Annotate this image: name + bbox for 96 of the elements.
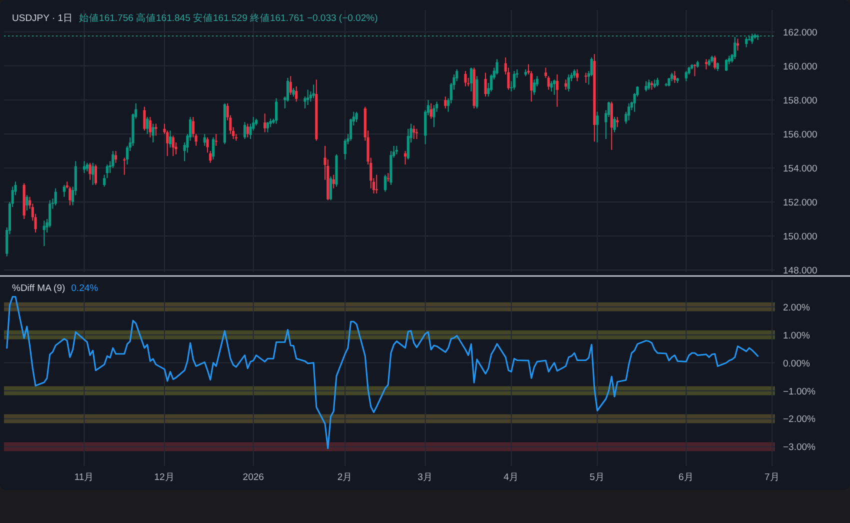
y-tick-label: 1.00% <box>783 330 810 342</box>
x-tick-label: 4月 <box>504 472 519 483</box>
x-tick-label: 11月 <box>74 472 94 483</box>
y-tick-label: −2.00% <box>783 414 816 426</box>
candlestick <box>484 72 487 98</box>
candlestick <box>714 55 716 70</box>
chart-title: USDJPY · 1日 <box>12 13 74 24</box>
candlestick <box>192 116 194 138</box>
candlestick <box>214 133 218 146</box>
y-tick-label: 158.000 <box>783 95 818 106</box>
x-tick-label: 5月 <box>590 472 605 483</box>
y-tick-label: 156.000 <box>783 129 818 140</box>
candlestick <box>412 124 416 140</box>
candlestick <box>306 89 310 106</box>
candlestick <box>375 174 378 194</box>
candlestick <box>628 102 630 121</box>
candlestick <box>82 160 86 174</box>
candlestick <box>266 122 269 133</box>
candlestick <box>693 64 696 77</box>
candlestick <box>684 70 688 82</box>
candlestick <box>613 116 616 133</box>
candlestick <box>724 58 728 72</box>
candlestick <box>415 128 418 140</box>
candlestick <box>704 58 708 70</box>
candlestick <box>154 123 158 136</box>
candlestick <box>532 79 536 96</box>
y-tick-label: 2.00% <box>783 302 810 314</box>
y-tick-label: 0.00% <box>783 358 810 370</box>
chart-subtitle: 始値161.756 高値161.845 安値161.529 終値161.761 −0.033 (−0.02%) <box>79 12 378 24</box>
y-tick-label: 152.000 <box>783 197 818 208</box>
candlestick <box>553 79 556 96</box>
candlestick <box>470 67 472 92</box>
candlestick <box>42 220 46 247</box>
candlestick <box>312 84 315 99</box>
candlestick <box>62 184 66 198</box>
candlestick <box>404 150 407 166</box>
y-tick-label: 162.000 <box>783 27 818 38</box>
candlestick <box>430 102 432 120</box>
candlestick <box>432 104 436 128</box>
candlestick <box>264 113 266 133</box>
candlestick <box>146 116 149 134</box>
candlestick <box>295 86 298 102</box>
candlestick <box>168 130 172 148</box>
y-tick-label: 148.000 <box>783 265 818 276</box>
x-tick-label: 6月 <box>678 472 694 483</box>
candlestick <box>550 80 553 92</box>
candlestick <box>203 133 206 146</box>
y-tick-label: 160.000 <box>783 61 818 72</box>
candlestick <box>243 122 246 140</box>
candlestick <box>206 136 209 154</box>
x-tick-label: 3月 <box>418 472 433 483</box>
x-tick-label: 7月 <box>764 472 780 483</box>
candlestick <box>123 157 126 176</box>
candlestick <box>152 123 154 143</box>
candlestick <box>289 76 292 96</box>
candlestick <box>332 174 335 189</box>
candlestick <box>212 136 215 160</box>
y-tick-label: 154.000 <box>783 163 818 174</box>
candlestick <box>384 174 386 192</box>
candlestick <box>745 36 748 48</box>
candlestick <box>734 36 736 60</box>
y-tick-label: 150.000 <box>783 231 818 242</box>
candlestick <box>88 162 92 180</box>
candlestick <box>94 164 98 186</box>
candlestick <box>556 74 558 108</box>
candlestick <box>576 68 579 82</box>
candlestick <box>355 111 358 123</box>
candlestick <box>329 176 332 201</box>
candlestick <box>114 150 118 164</box>
candlestick <box>512 70 516 90</box>
annotation: 0.24% <box>71 283 99 294</box>
candlestick <box>567 74 570 92</box>
candlestick <box>68 186 72 206</box>
x-tick-label: 2026 <box>242 472 264 483</box>
candlestick <box>54 188 57 206</box>
y-tick-label: −3.00% <box>783 442 816 454</box>
line-series <box>6 296 759 450</box>
candlestick <box>648 79 650 90</box>
chart-title: %Diff MA (9) <box>12 283 66 294</box>
x-tick-label: 12月 <box>154 472 175 483</box>
candlestick <box>143 106 146 132</box>
candlestick <box>26 194 28 211</box>
candlestick <box>274 98 278 124</box>
candlestick <box>584 72 588 84</box>
y-tick-label: −1.00% <box>783 386 816 398</box>
candlestick <box>464 70 467 87</box>
candlestick <box>209 150 212 164</box>
candlestick <box>673 70 676 84</box>
x-tick-label: 2月 <box>337 472 353 483</box>
candlestick <box>172 135 174 157</box>
candlestick <box>644 80 648 92</box>
candlestick <box>92 162 94 186</box>
candlestick <box>596 111 599 143</box>
candlestick <box>444 96 447 109</box>
candlestick <box>246 123 249 138</box>
candlestick <box>148 116 152 138</box>
